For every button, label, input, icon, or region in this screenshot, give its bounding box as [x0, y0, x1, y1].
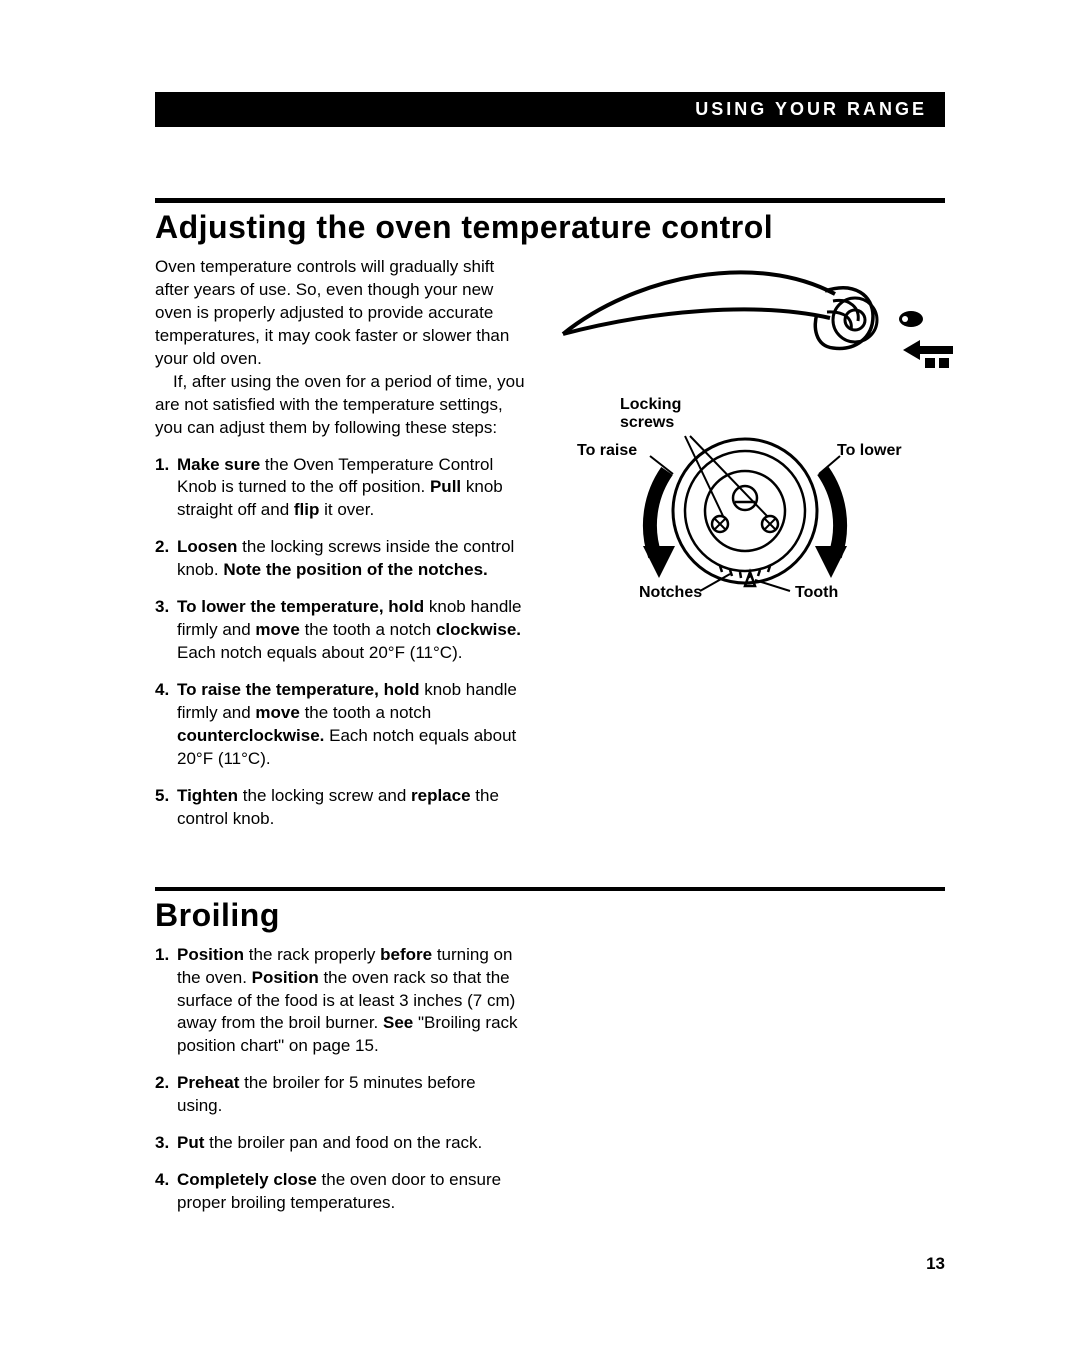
step-5: Tighten the locking screw and replace th… [155, 785, 525, 831]
step3-text2: the tooth a notch [300, 620, 436, 639]
diagram-column: Locking screws To raise To lower Notches… [555, 256, 945, 845]
broil-step-4: Completely close the oven door to ensure… [155, 1169, 525, 1215]
step2-bold2: Note the position of the notches. [223, 560, 487, 579]
step5-bold1: Tighten [177, 786, 238, 805]
step4-text2: the tooth a notch [300, 703, 431, 722]
step5-bold2: replace [411, 786, 471, 805]
step3-bold3: clockwise. [436, 620, 521, 639]
section-heading-adjusting: Adjusting the oven temperature control [155, 209, 945, 246]
step4-bold3: counterclockwise. [177, 726, 324, 745]
header-title: USING YOUR RANGE [695, 99, 927, 120]
steps-list-adjusting: Make sure the Oven Temperature Control K… [155, 454, 525, 831]
b1-bold2: before [380, 945, 432, 964]
section-heading-broiling: Broiling [155, 897, 945, 934]
step-4: To raise the temperature, hold knob hand… [155, 679, 525, 771]
step3-bold2: move [255, 620, 299, 639]
text-column: Oven temperature controls will gradually… [155, 256, 525, 845]
intro-paragraph-1: Oven temperature controls will gradually… [155, 256, 525, 371]
b1-bold3: Position [252, 968, 319, 987]
b2-bold1: Preheat [177, 1073, 239, 1092]
step1-text3: it over. [319, 500, 374, 519]
divider-broiling [155, 887, 945, 891]
step-2: Loosen the locking screws inside the con… [155, 536, 525, 582]
page-number: 13 [926, 1254, 945, 1274]
step4-bold1: To raise the temperature, hold [177, 680, 419, 699]
step5-text1: the locking screw and [238, 786, 411, 805]
b1-bold1: Position [177, 945, 244, 964]
section-broiling: Broiling Position the rack properly befo… [155, 887, 945, 1215]
broil-step-1: Position the rack properly before turnin… [155, 944, 525, 1059]
page-content: Adjusting the oven temperature control O… [155, 198, 945, 1229]
broil-step-3: Put the broiler pan and food on the rack… [155, 1132, 525, 1155]
b3-bold1: Put [177, 1133, 204, 1152]
intro-paragraph-2: If, after using the oven for a period of… [155, 371, 525, 440]
step4-bold2: move [255, 703, 299, 722]
knob-back-svg [555, 416, 935, 616]
step2-bold1: Loosen [177, 537, 237, 556]
knob-diagram: Locking screws To raise To lower Notches… [555, 256, 945, 646]
step1-bold2: Pull [430, 477, 461, 496]
hand-knob-svg [555, 256, 955, 386]
b4-bold1: Completely close [177, 1170, 317, 1189]
header-bar: USING YOUR RANGE [155, 92, 945, 127]
b1-text1: the rack properly [244, 945, 380, 964]
step3-bold1: To lower the temperature, hold [177, 597, 424, 616]
b3-text1: the broiler pan and food on the rack. [204, 1133, 482, 1152]
broiling-text-column: Position the rack properly before turnin… [155, 944, 525, 1215]
step-3: To lower the temperature, hold knob hand… [155, 596, 525, 665]
step-1: Make sure the Oven Temperature Control K… [155, 454, 525, 523]
step1-bold3: flip [294, 500, 320, 519]
step1-bold1: Make sure [177, 455, 260, 474]
b1-bold4: See [383, 1013, 413, 1032]
section-adjusting: Oven temperature controls will gradually… [155, 256, 945, 845]
broil-step-2: Preheat the broiler for 5 minutes before… [155, 1072, 525, 1118]
divider [155, 198, 945, 203]
step3-text3: Each notch equals about 20°F (11°C). [177, 643, 462, 662]
steps-list-broiling: Position the rack properly before turnin… [155, 944, 525, 1215]
